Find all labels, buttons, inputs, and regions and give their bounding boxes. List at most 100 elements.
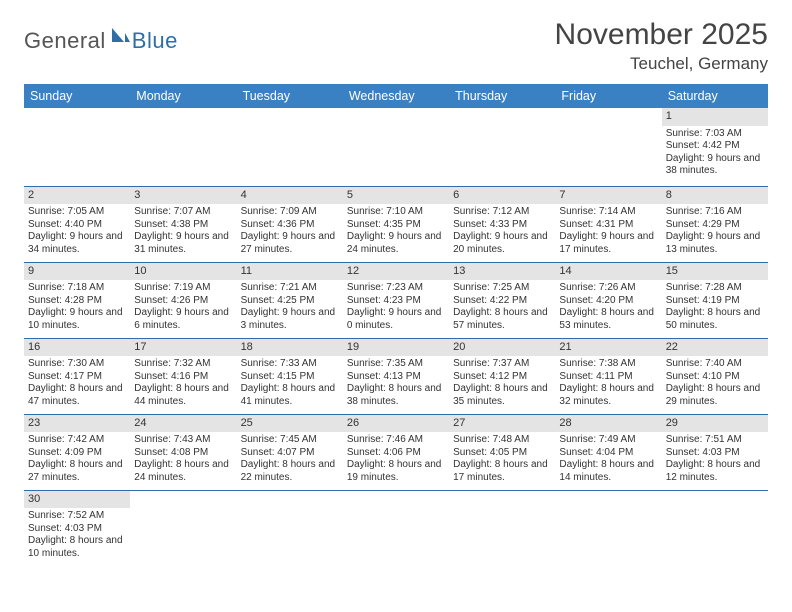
day-number: 15 — [662, 263, 768, 281]
sunrise-text: Sunrise: 7:21 AM — [241, 282, 339, 295]
daylight-text: Daylight: 8 hours and 41 minutes. — [241, 383, 339, 408]
calendar-row: 23Sunrise: 7:42 AMSunset: 4:09 PM Dayligh… — [24, 414, 768, 490]
daylight-text: Daylight: 8 hours and 17 minutes. — [453, 459, 551, 484]
header: General Blue November 2025 Teuchel, Germ… — [24, 18, 768, 74]
daylight-text: Daylight: 8 hours and 29 minutes. — [666, 383, 764, 408]
calendar-cell — [449, 490, 555, 566]
logo-text-blue: Blue — [132, 28, 178, 54]
sunset-text: Sunset: 4:05 PM — [453, 447, 551, 460]
sunrise-text: Sunrise: 7:33 AM — [241, 358, 339, 371]
calendar-cell: 19Sunrise: 7:35 AMSunset: 4:13 PMDayligh… — [343, 338, 449, 414]
logo-sail-icon — [110, 26, 130, 49]
sunrise-text: Sunrise: 7:05 AM — [28, 206, 126, 219]
month-title: November 2025 — [555, 18, 768, 52]
sunrise-text: Sunrise: 7:42 AM — [28, 434, 126, 447]
calendar-cell: 15Sunrise: 7:28 AMSunset: 4:19 PMDayligh… — [662, 262, 768, 338]
sunrise-text: Sunrise: 7:45 AM — [241, 434, 339, 447]
calendar-row: 9Sunrise: 7:18 AMSunset: 4:28 PMDaylight… — [24, 262, 768, 338]
calendar-cell: 16Sunrise: 7:30 AMSunset: 4:17 PMDayligh… — [24, 338, 130, 414]
calendar-cell: 6Sunrise: 7:12 AMSunset: 4:33 PMDaylight… — [449, 186, 555, 262]
day-number: 16 — [24, 339, 130, 357]
sunset-text: Sunset: 4:38 PM — [134, 219, 232, 232]
calendar-cell: 26Sunrise: 7:46 AMSunset: 4:06 PMDayligh… — [343, 414, 449, 490]
calendar-header-row: Sunday Monday Tuesday Wednesday Thursday… — [24, 84, 768, 108]
calendar-cell: 20Sunrise: 7:37 AMSunset: 4:12 PMDayligh… — [449, 338, 555, 414]
weekday-header: Monday — [130, 84, 236, 108]
sunset-text: Sunset: 4:22 PM — [453, 295, 551, 308]
sunrise-text: Sunrise: 7:28 AM — [666, 282, 764, 295]
day-number: 25 — [237, 415, 343, 433]
calendar-cell: 13Sunrise: 7:25 AMSunset: 4:22 PMDayligh… — [449, 262, 555, 338]
sunset-text: Sunset: 4:40 PM — [28, 219, 126, 232]
sunrise-text: Sunrise: 7:43 AM — [134, 434, 232, 447]
sunrise-text: Sunrise: 7:30 AM — [28, 358, 126, 371]
calendar-cell: 28Sunrise: 7:49 AMSunset: 4:04 PMDayligh… — [555, 414, 661, 490]
day-number: 11 — [237, 263, 343, 281]
calendar-cell: 4Sunrise: 7:09 AMSunset: 4:36 PMDaylight… — [237, 186, 343, 262]
calendar-cell: 23Sunrise: 7:42 AMSunset: 4:09 PMDayligh… — [24, 414, 130, 490]
calendar-cell: 27Sunrise: 7:48 AMSunset: 4:05 PMDayligh… — [449, 414, 555, 490]
sunrise-text: Sunrise: 7:18 AM — [28, 282, 126, 295]
daylight-text: Daylight: 9 hours and 13 minutes. — [666, 231, 764, 256]
calendar-cell: 25Sunrise: 7:45 AMSunset: 4:07 PMDayligh… — [237, 414, 343, 490]
weekday-header: Sunday — [24, 84, 130, 108]
title-block: November 2025 Teuchel, Germany — [555, 18, 768, 74]
calendar-row: 30Sunrise: 7:52 AMSunset: 4:03 PMDayligh… — [24, 490, 768, 566]
sunrise-text: Sunrise: 7:49 AM — [559, 434, 657, 447]
sunrise-text: Sunrise: 7:14 AM — [559, 206, 657, 219]
day-number: 19 — [343, 339, 449, 357]
calendar-cell — [130, 108, 236, 186]
sunrise-text: Sunrise: 7:37 AM — [453, 358, 551, 371]
weekday-header: Thursday — [449, 84, 555, 108]
daylight-text: Daylight: 8 hours and 19 minutes. — [347, 459, 445, 484]
calendar-cell: 1Sunrise: 7:03 AMSunset: 4:42 PMDaylight… — [662, 108, 768, 186]
calendar-cell: 17Sunrise: 7:32 AMSunset: 4:16 PMDayligh… — [130, 338, 236, 414]
daylight-text: Daylight: 9 hours and 0 minutes. — [347, 307, 445, 332]
sunrise-text: Sunrise: 7:09 AM — [241, 206, 339, 219]
sunrise-text: Sunrise: 7:48 AM — [453, 434, 551, 447]
daylight-text: Daylight: 8 hours and 22 minutes. — [241, 459, 339, 484]
daylight-text: Daylight: 8 hours and 38 minutes. — [347, 383, 445, 408]
sunrise-text: Sunrise: 7:51 AM — [666, 434, 764, 447]
daylight-text: Daylight: 8 hours and 10 minutes. — [28, 535, 126, 560]
day-number: 6 — [449, 187, 555, 205]
day-number: 12 — [343, 263, 449, 281]
sunset-text: Sunset: 4:16 PM — [134, 371, 232, 384]
calendar-cell: 3Sunrise: 7:07 AMSunset: 4:38 PMDaylight… — [130, 186, 236, 262]
calendar-cell: 2Sunrise: 7:05 AMSunset: 4:40 PMDaylight… — [24, 186, 130, 262]
calendar-cell — [24, 108, 130, 186]
calendar-cell: 14Sunrise: 7:26 AMSunset: 4:20 PMDayligh… — [555, 262, 661, 338]
daylight-text: Daylight: 9 hours and 24 minutes. — [347, 231, 445, 256]
daylight-text: Daylight: 9 hours and 27 minutes. — [241, 231, 339, 256]
sunset-text: Sunset: 4:09 PM — [28, 447, 126, 460]
sunset-text: Sunset: 4:31 PM — [559, 219, 657, 232]
day-number: 14 — [555, 263, 661, 281]
sunrise-text: Sunrise: 7:52 AM — [28, 510, 126, 523]
day-number: 23 — [24, 415, 130, 433]
sunset-text: Sunset: 4:28 PM — [28, 295, 126, 308]
daylight-text: Daylight: 8 hours and 32 minutes. — [559, 383, 657, 408]
sunrise-text: Sunrise: 7:25 AM — [453, 282, 551, 295]
calendar-cell: 24Sunrise: 7:43 AMSunset: 4:08 PMDayligh… — [130, 414, 236, 490]
sunset-text: Sunset: 4:33 PM — [453, 219, 551, 232]
daylight-text: Daylight: 9 hours and 10 minutes. — [28, 307, 126, 332]
sunrise-text: Sunrise: 7:38 AM — [559, 358, 657, 371]
calendar-cell — [662, 490, 768, 566]
sunrise-text: Sunrise: 7:32 AM — [134, 358, 232, 371]
day-number: 7 — [555, 187, 661, 205]
day-number: 1 — [662, 108, 768, 126]
calendar-cell: 10Sunrise: 7:19 AMSunset: 4:26 PMDayligh… — [130, 262, 236, 338]
sunset-text: Sunset: 4:29 PM — [666, 219, 764, 232]
sunset-text: Sunset: 4:07 PM — [241, 447, 339, 460]
daylight-text: Daylight: 8 hours and 44 minutes. — [134, 383, 232, 408]
calendar-cell — [449, 108, 555, 186]
day-number: 5 — [343, 187, 449, 205]
day-number: 13 — [449, 263, 555, 281]
sunset-text: Sunset: 4:23 PM — [347, 295, 445, 308]
sunset-text: Sunset: 4:13 PM — [347, 371, 445, 384]
daylight-text: Daylight: 8 hours and 24 minutes. — [134, 459, 232, 484]
day-number: 28 — [555, 415, 661, 433]
calendar-cell — [237, 108, 343, 186]
calendar-row: 16Sunrise: 7:30 AMSunset: 4:17 PMDayligh… — [24, 338, 768, 414]
sunrise-text: Sunrise: 7:40 AM — [666, 358, 764, 371]
